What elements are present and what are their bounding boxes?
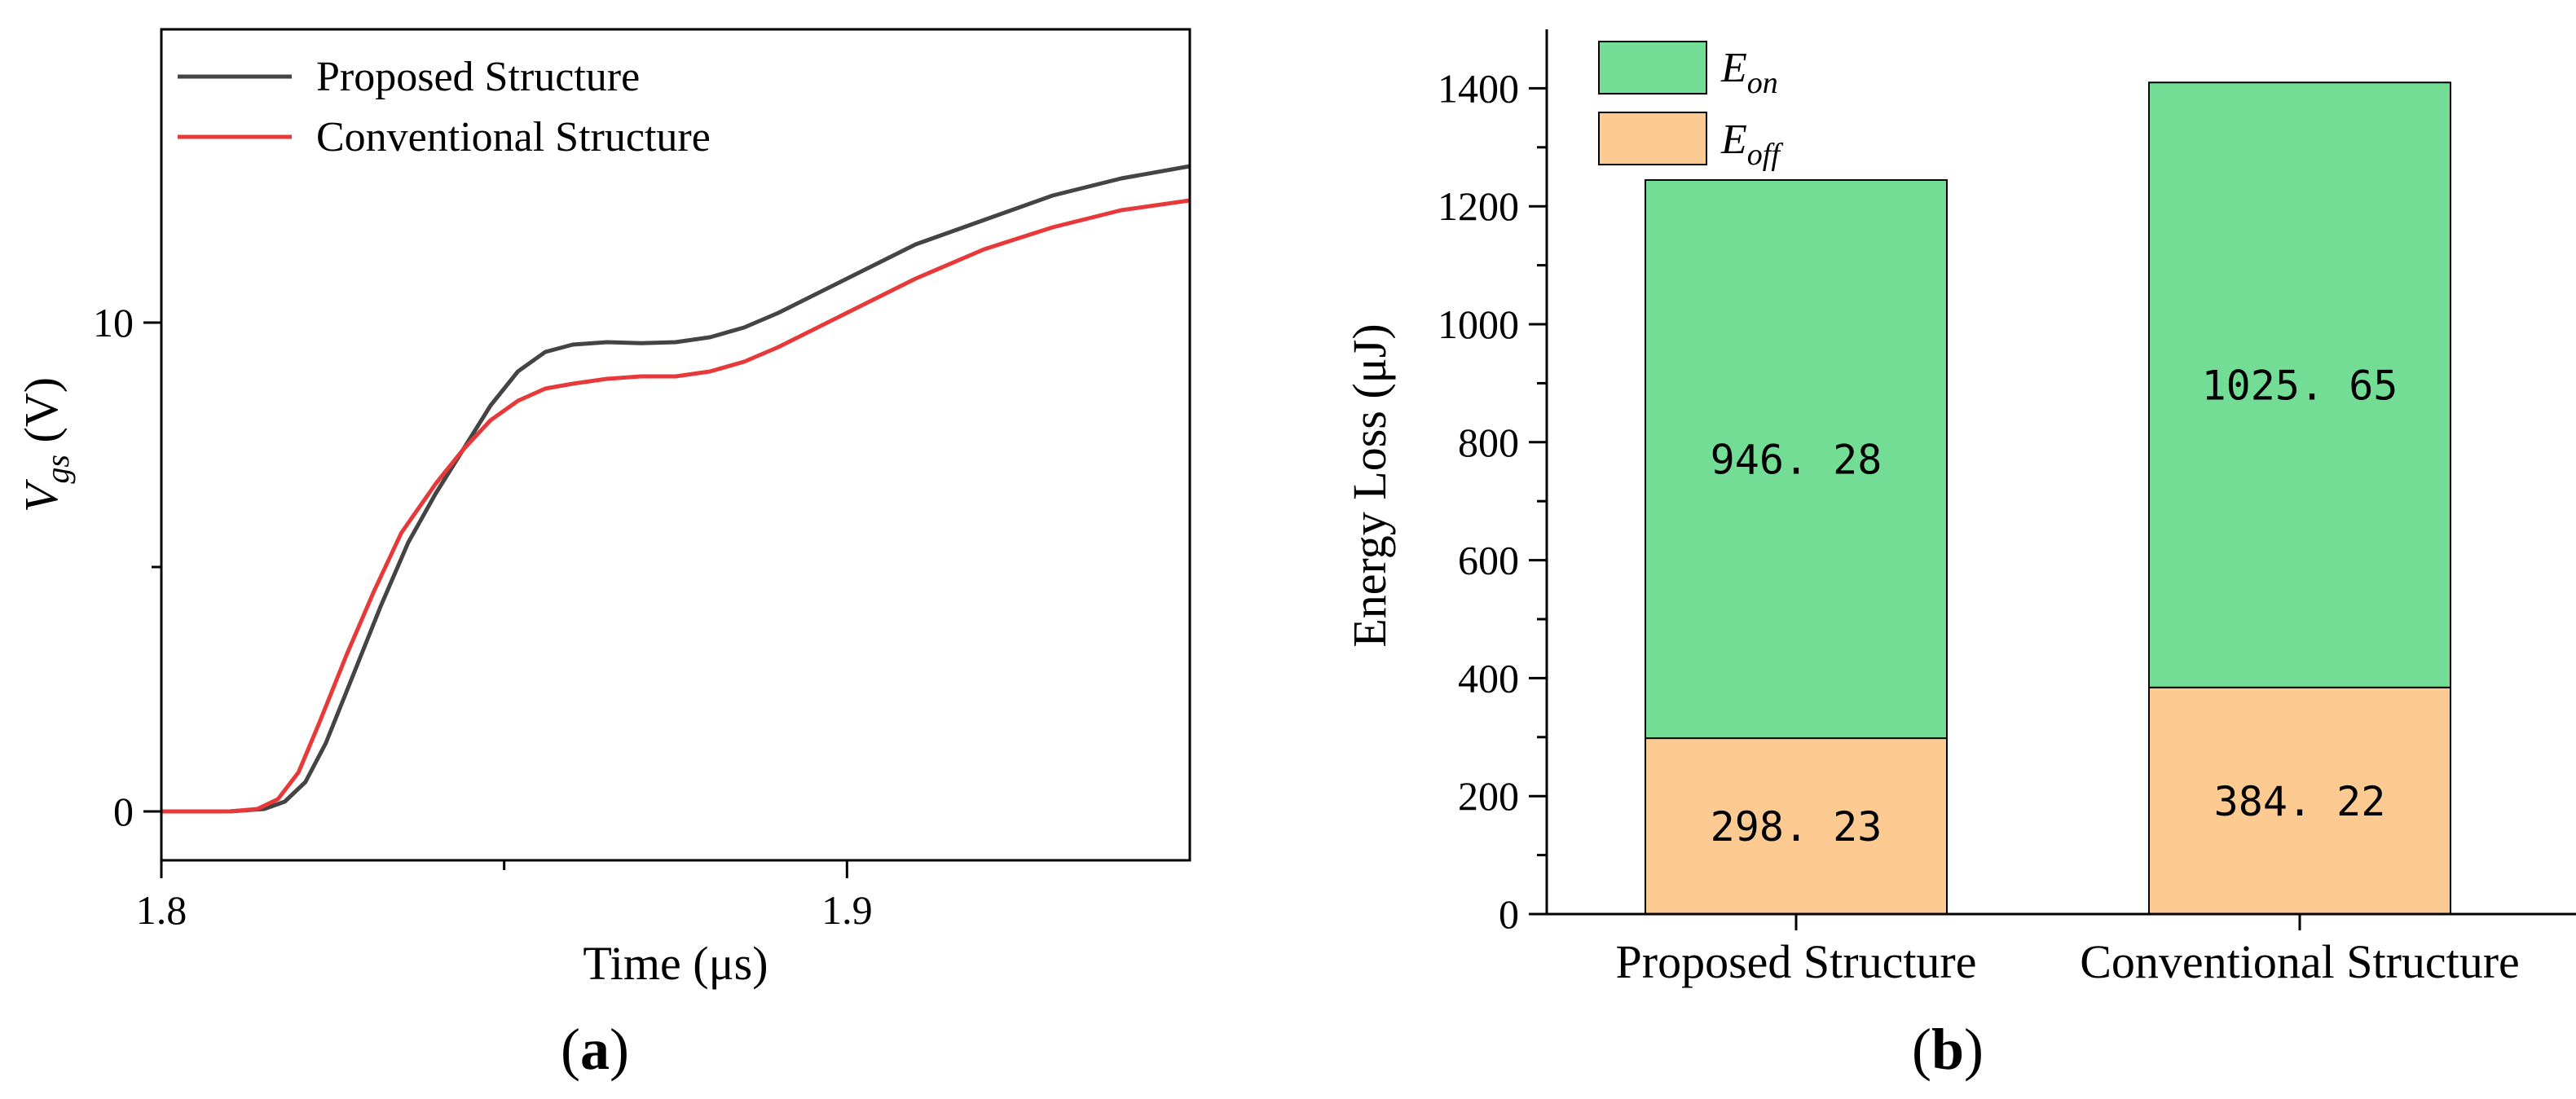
legend-a: Proposed Structure Conventional Structur…: [178, 54, 711, 160]
bar-value-label: 946. 28: [1711, 437, 1882, 484]
line-series-group: [161, 164, 1191, 814]
category-label-proposed: Proposed Structure: [1616, 935, 1977, 988]
legend-b: Eon Eoff: [1598, 41, 1783, 172]
legend-swatch-eon: [1598, 41, 1707, 95]
legend-label-proposed: Proposed Structure: [316, 54, 640, 100]
y-tick-label: 0: [113, 789, 134, 834]
bar-chart-b: 298. 23 946. 28 384. 22 1025. 65 0 200 400 600…: [1343, 29, 2576, 1082]
bar-group: 298. 23 946. 28 384. 22 1025. 65: [1645, 81, 2451, 915]
y-tick-label: 1400: [1438, 65, 1519, 111]
y-tick-label: 10: [93, 300, 134, 345]
bar-eon-conventional: [2148, 81, 2451, 688]
legend-label-eon: Eon: [1720, 45, 1778, 100]
x-axis-label-a: Time (μs): [583, 937, 768, 990]
bar-eon-proposed: [1645, 178, 1948, 740]
legend-label-conventional: Conventional Structure: [316, 114, 711, 160]
axes-b: 0 200 400 600 800 1000 1200 1400: [1438, 29, 2576, 937]
y-tick-label: 1200: [1438, 183, 1519, 229]
bar-value-label: 298. 23: [1711, 803, 1882, 851]
series-line-proposed: [161, 164, 1191, 814]
category-label-conventional: Conventional Structure: [2080, 935, 2520, 988]
panel-label-a: (a): [561, 1017, 629, 1082]
y-axis-label-b: Energy Loss (μJ): [1343, 323, 1396, 647]
x-tick-label: 1.9: [821, 887, 873, 933]
line-chart-a: 1.8 1.9 0 10 Proposed Structure Conventiona…: [15, 28, 1191, 1082]
y-tick-label: 600: [1458, 538, 1519, 583]
panel-label-b: (b): [1912, 1017, 1984, 1082]
legend-swatch-eoff: [1598, 112, 1707, 165]
plot-frame-a: [160, 28, 1191, 862]
axis-ticks-a: 1.8 1.9 0 10: [93, 300, 873, 933]
y-tick-label: 1000: [1438, 301, 1519, 347]
bar-value-label: 1025. 65: [2202, 363, 2398, 410]
series-line-conventional: [161, 198, 1191, 814]
y-tick-label: 0: [1499, 891, 1519, 937]
y-tick-label: 200: [1458, 773, 1519, 819]
y-axis-label-a: Vgs (V): [15, 377, 76, 512]
y-tick-label: 800: [1458, 420, 1519, 465]
x-tick-label: 1.8: [136, 887, 187, 933]
legend-label-eoff: Eoff: [1720, 116, 1783, 172]
y-tick-label: 400: [1458, 655, 1519, 701]
bar-value-label: 384. 22: [2214, 778, 2386, 825]
